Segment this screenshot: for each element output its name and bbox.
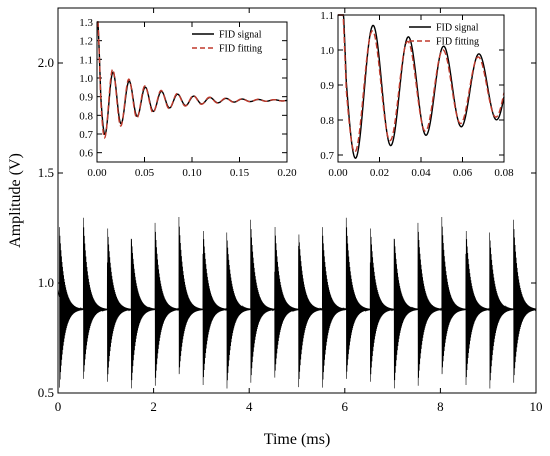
- main-x-tick-label: 8: [437, 399, 444, 414]
- inset2-x-tick-label: 0.02: [370, 167, 389, 179]
- inset1-x-tick-label: 0.00: [87, 167, 107, 179]
- legend-label-fid-signal: FID signal: [219, 30, 262, 41]
- legend-label-fid-fitting: FID fitting: [436, 37, 479, 48]
- inset1-y-tick-label: 0.9: [79, 92, 93, 104]
- inset2-y-tick-label: 0.7: [320, 150, 334, 162]
- inset2-x-tick-label: 0.08: [494, 167, 514, 179]
- main-plot: 0 2 4 6 8 10 0.5 1.0 1.5 2.0 Time (ms) Amplitude …: [7, 7, 543, 448]
- inset1-x-tick-label: 0.20: [277, 167, 297, 179]
- inset1-y-tick-label: 0.7: [79, 129, 93, 141]
- y-axis-label: Amplitude (V): [7, 153, 24, 248]
- inset-left-legend: FID signal FID fitting: [192, 30, 262, 55]
- inset-right: 0.00 0.02 0.04 0.06 0.08 0.7 0.8 0.9 1.0 1.1 FID …: [320, 10, 514, 179]
- main-axis-ticks: 0 2 4 6 8 10 0.5 1.0 1.5 2.0: [38, 8, 543, 414]
- inset-right-background: [338, 15, 504, 162]
- inset1-x-tick-label: 0.10: [182, 167, 202, 179]
- inset1-x-tick-label: 0.05: [135, 167, 155, 179]
- inset2-y-tick-label: 0.8: [320, 115, 334, 127]
- main-y-tick-label: 1.5: [38, 165, 54, 180]
- main-x-tick-label: 4: [246, 399, 253, 414]
- inset-right-legend: FID signal FID fitting: [409, 23, 479, 48]
- inset1-y-tick-label: 1.0: [79, 73, 93, 85]
- x-axis-label: Time (ms): [264, 431, 331, 448]
- main-fid-pulse-train: [57, 216, 537, 389]
- inset-right-axis-ticks: 0.00 0.02 0.04 0.06 0.08 0.7 0.8 0.9 1.0 1.1: [320, 10, 514, 179]
- inset-right-frame: [337, 14, 505, 163]
- inset1-y-tick-label: 1.2: [79, 36, 93, 48]
- inset2-x-tick-label: 0.04: [411, 167, 431, 179]
- main-plot-frame: [57, 7, 537, 394]
- main-x-tick-label: 2: [150, 399, 157, 414]
- main-y-tick-label: 2.0: [38, 55, 54, 70]
- inset-left: 0.00 0.05 0.10 0.15 0.20 0.6 0.7 0.8 0.9 1.0 1.1 1.…: [79, 17, 297, 179]
- main-y-tick-label: 1.0: [38, 275, 54, 290]
- main-x-tick-label: 0: [55, 399, 62, 414]
- inset2-y-tick-label: 1.1: [320, 10, 334, 22]
- inset2-y-tick-label: 1.0: [320, 45, 334, 57]
- inset-left-fid-fitting-line: [97, 21, 288, 139]
- inset1-y-tick-label: 0.8: [79, 110, 93, 122]
- inset1-y-tick-label: 0.6: [79, 148, 93, 160]
- inset2-x-tick-label: 0.06: [453, 167, 473, 179]
- inset2-y-tick-label: 0.9: [320, 80, 334, 92]
- inset1-y-tick-label: 1.3: [79, 17, 93, 29]
- main-x-tick-label: 10: [530, 399, 543, 414]
- inset-left-background: [97, 22, 287, 162]
- main-y-tick-label: 0.5: [38, 385, 54, 400]
- inset-left-frame: [96, 21, 288, 163]
- inset1-x-tick-label: 0.15: [230, 167, 250, 179]
- inset1-y-tick-label: 1.1: [79, 54, 93, 66]
- inset-right-fid-fitting-line: [338, 14, 505, 153]
- main-x-tick-label: 6: [342, 399, 349, 414]
- inset2-x-tick-label: 0.00: [328, 167, 348, 179]
- inset-left-axis-ticks: 0.00 0.05 0.10 0.15 0.20 0.6 0.7 0.8 0.9 1.0 1.1 1.…: [79, 17, 297, 179]
- legend-label-fid-fitting: FID fitting: [219, 44, 262, 55]
- legend-label-fid-signal: FID signal: [436, 23, 479, 34]
